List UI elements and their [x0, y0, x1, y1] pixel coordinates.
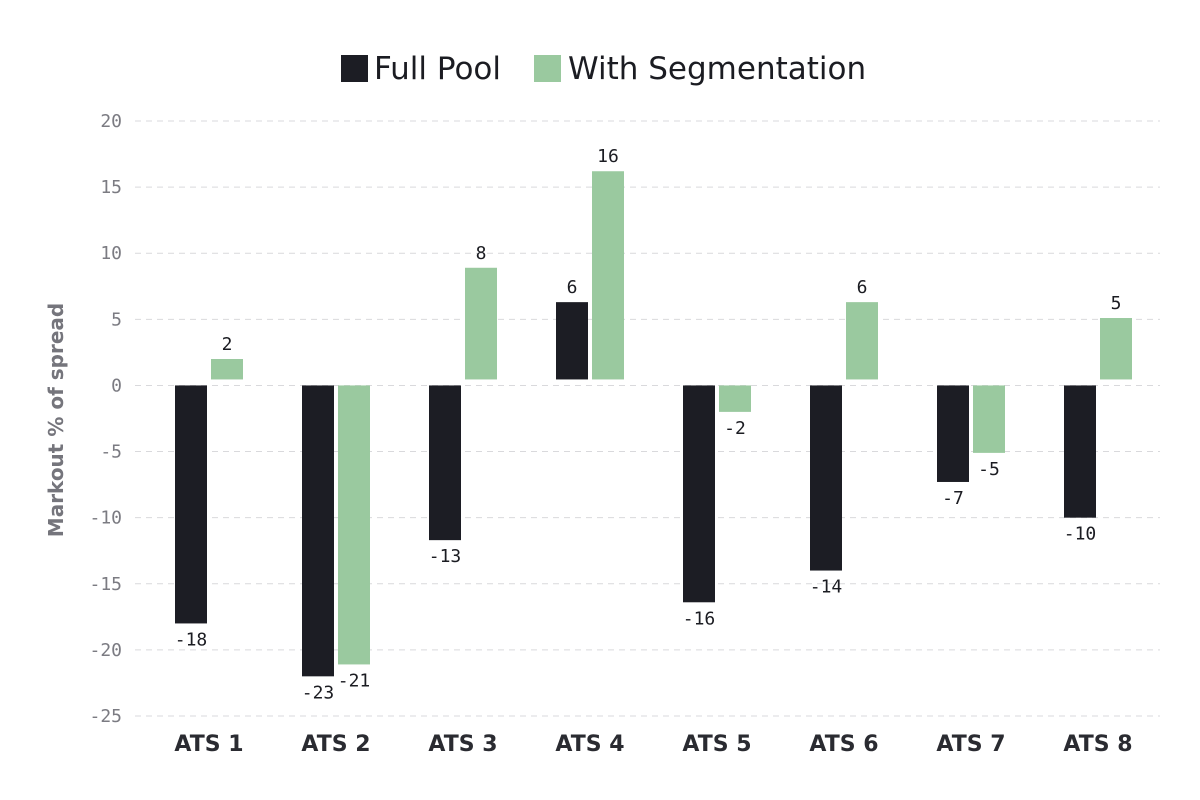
bar-with-segmentation-5: [719, 385, 751, 412]
bar-with-segmentation-1: [211, 359, 243, 380]
label-with-segmentation-7: -5: [978, 459, 1000, 480]
x-tick-label: ATS 1: [174, 732, 243, 757]
bars: [175, 171, 1132, 677]
x-tick-label: ATS 5: [682, 732, 751, 757]
bar-full-pool-2: [302, 385, 334, 677]
y-axis-label: Markout % of spread: [44, 303, 68, 537]
label-with-segmentation-5: -2: [724, 418, 746, 439]
y-tick-label: -25: [89, 706, 122, 727]
y-tick-label: -5: [100, 442, 122, 463]
x-tick-label: ATS 4: [555, 732, 624, 757]
bar-full-pool-8: [1064, 385, 1096, 518]
bar-with-segmentation-6: [846, 302, 878, 380]
y-axis-ticks: 20 15 10 5 0 -5 -10 -15 -20 -25: [89, 111, 122, 727]
y-tick-label: 15: [100, 177, 122, 198]
y-tick-label: 20: [100, 111, 122, 132]
y-tick-label: -10: [89, 508, 122, 529]
label-with-segmentation-4: 16: [597, 146, 619, 167]
gridlines: [135, 120, 1160, 717]
label-full-pool-2: -23: [302, 682, 335, 703]
bar-with-segmentation-2: [338, 385, 370, 665]
label-full-pool-3: -13: [429, 546, 462, 567]
label-with-segmentation-8: 5: [1111, 293, 1122, 314]
legend-swatch-with-segmentation: [534, 55, 561, 82]
label-with-segmentation-6: 6: [857, 277, 868, 298]
y-tick-label: 0: [111, 375, 122, 396]
label-full-pool-8: -10: [1064, 524, 1097, 545]
x-axis-ticks: ATS 1 ATS 2 ATS 3 ATS 4 ATS 5 ATS 6 ATS 7 ATS 8: [174, 732, 1132, 757]
bar-full-pool-5: [683, 385, 715, 603]
y-tick-label: -15: [89, 574, 122, 595]
bar-full-pool-1: [175, 385, 207, 624]
label-full-pool-4: 6: [567, 277, 578, 298]
y-tick-label: 5: [111, 309, 122, 330]
label-with-segmentation-1: 2: [222, 334, 233, 355]
label-full-pool-1: -18: [175, 629, 208, 650]
label-full-pool-5: -16: [683, 608, 716, 629]
x-tick-label: ATS 2: [301, 732, 370, 757]
legend-swatch-full-pool: [341, 55, 368, 82]
legend-label-full-pool: Full Pool: [374, 51, 501, 87]
data-labels: -18 2 -23-21 -13 8 6 16 -16 -2 -14 6 -7 -5 -10 5: [175, 146, 1122, 703]
y-tick-label: -20: [89, 640, 122, 661]
bar-full-pool-4: [556, 302, 588, 380]
legend: Full Pool With Segmentation: [341, 51, 866, 87]
bar-with-segmentation-3: [465, 267, 497, 380]
label-full-pool-7: -7: [942, 488, 964, 509]
y-tick-label: 10: [100, 243, 122, 264]
label-with-segmentation-3: 8: [476, 243, 487, 264]
bar-with-segmentation-4: [592, 171, 624, 380]
x-tick-label: ATS 6: [809, 732, 878, 757]
bar-full-pool-6: [810, 385, 842, 571]
x-tick-label: ATS 7: [936, 732, 1005, 757]
label-with-segmentation-2: -21: [338, 670, 371, 691]
bar-full-pool-7: [937, 385, 969, 482]
x-tick-label: ATS 3: [428, 732, 497, 757]
bar-with-segmentation-7: [973, 385, 1005, 453]
label-full-pool-6: -14: [810, 577, 843, 598]
bar-with-segmentation-8: [1100, 318, 1132, 380]
bar-full-pool-3: [429, 385, 461, 541]
x-tick-label: ATS 8: [1063, 732, 1132, 757]
legend-label-with-segmentation: With Segmentation: [568, 51, 866, 87]
